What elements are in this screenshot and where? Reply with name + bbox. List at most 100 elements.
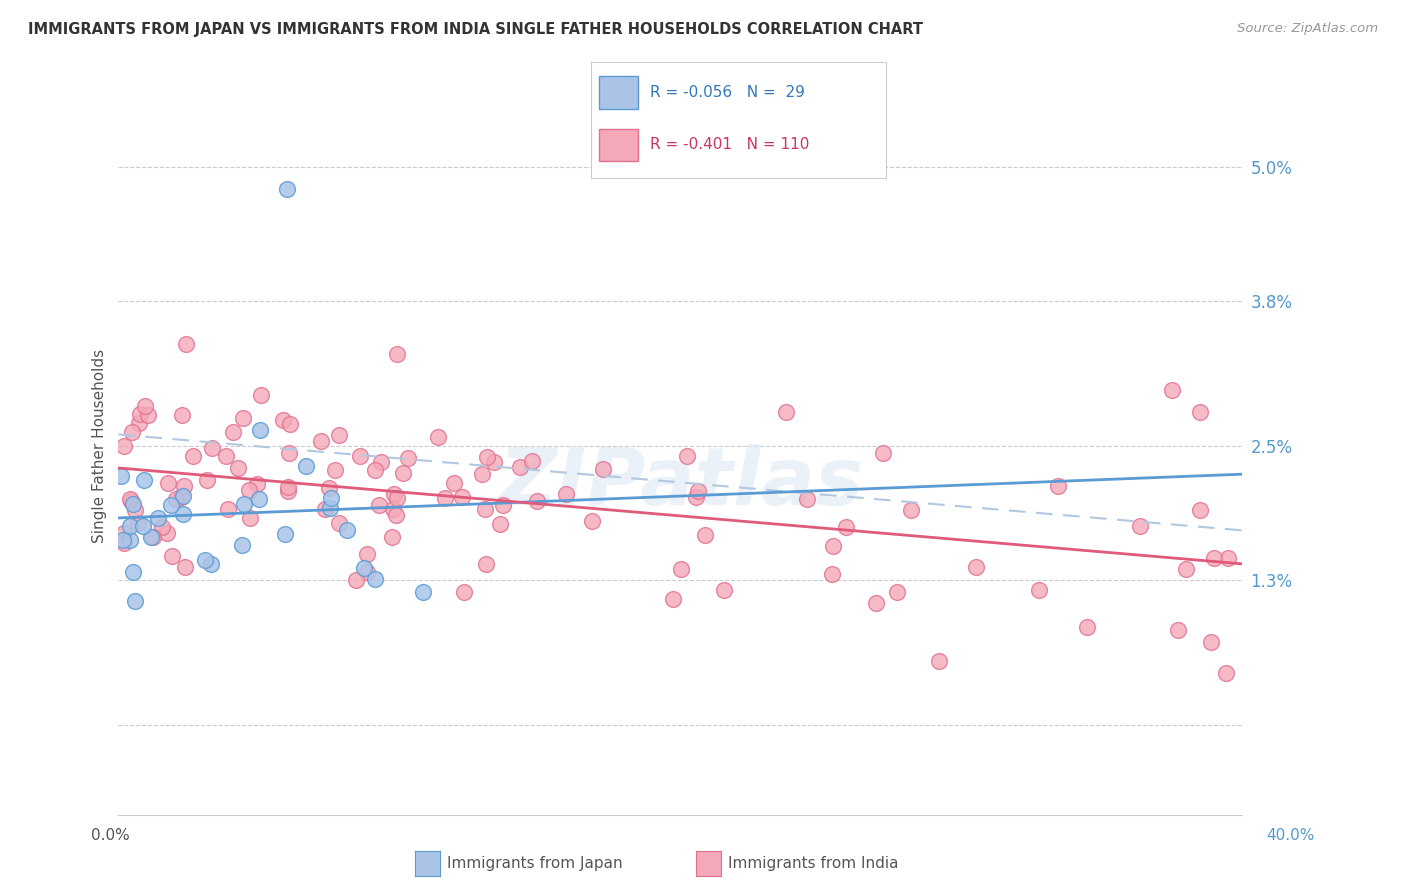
Bar (599, 77, 638, 109)
Point (965, 560, 987, 574)
Point (120, 519, 142, 533)
Point (110, 469, 132, 483)
Point (277, 479, 299, 493)
Text: ZIPatlas: ZIPatlas (498, 444, 863, 522)
Point (112, 536, 135, 550)
Point (120, 493, 142, 508)
Point (127, 516, 149, 531)
Point (1129, 519, 1152, 533)
Point (392, 466, 415, 480)
Point (141, 530, 163, 544)
Point (231, 538, 253, 552)
Point (132, 473, 155, 487)
Point (713, 582, 735, 597)
Point (1028, 583, 1050, 598)
Point (823, 539, 845, 553)
Point (796, 492, 818, 507)
Point (215, 449, 238, 463)
Point (671, 562, 693, 576)
Point (150, 520, 173, 534)
Point (509, 459, 531, 474)
Point (1216, 550, 1239, 565)
Text: R = -0.401   N = 110: R = -0.401 N = 110 (650, 136, 808, 152)
Point (173, 559, 195, 574)
Point (226, 460, 249, 475)
Point (592, 462, 614, 476)
Point (131, 519, 153, 533)
Point (232, 410, 254, 425)
Point (381, 501, 404, 516)
Point (489, 517, 512, 532)
Text: R = -0.056   N =  29: R = -0.056 N = 29 (650, 85, 804, 100)
Point (311, 434, 333, 449)
Point (194, 553, 217, 567)
Point (232, 497, 254, 511)
Point (121, 425, 143, 439)
Point (162, 549, 184, 563)
Point (661, 591, 683, 606)
Point (695, 528, 717, 542)
Point (156, 525, 179, 540)
Point (581, 515, 603, 529)
Point (1202, 550, 1225, 565)
Point (328, 516, 350, 530)
Point (886, 585, 908, 599)
Point (349, 449, 371, 463)
Point (370, 455, 392, 469)
Point (522, 454, 544, 468)
Point (526, 494, 548, 508)
Point (385, 347, 408, 361)
Point (865, 596, 887, 610)
Point (249, 423, 271, 437)
Point (492, 498, 515, 512)
Point (412, 584, 434, 599)
Text: Immigrants from India: Immigrants from India (728, 856, 898, 871)
Point (319, 491, 342, 505)
Point (222, 425, 245, 440)
Point (217, 502, 239, 516)
Point (276, 182, 298, 196)
Point (172, 489, 194, 503)
Point (118, 491, 141, 506)
Point (775, 405, 797, 419)
Point (156, 476, 179, 491)
Point (1160, 383, 1182, 397)
Point (249, 388, 271, 402)
Point (246, 476, 269, 491)
Point (353, 560, 375, 574)
Point (686, 483, 709, 498)
Point (121, 566, 143, 580)
Point (474, 501, 496, 516)
Point (385, 491, 408, 505)
Point (173, 478, 195, 492)
Point (368, 498, 391, 512)
Point (676, 449, 699, 463)
Point (821, 566, 844, 581)
Bar (599, 128, 638, 161)
Point (1215, 666, 1237, 681)
Y-axis label: Single Father Households: Single Father Households (93, 349, 107, 543)
Point (1189, 503, 1212, 517)
Point (247, 491, 270, 506)
Point (555, 487, 578, 501)
Point (136, 408, 159, 422)
Point (314, 502, 336, 516)
Point (134, 399, 156, 413)
Point (323, 463, 346, 477)
Point (900, 502, 922, 516)
Point (112, 526, 135, 541)
Text: Immigrants from Japan: Immigrants from Japan (447, 856, 623, 871)
Point (120, 533, 142, 547)
Point (1167, 623, 1189, 637)
Point (128, 417, 150, 431)
Point (835, 520, 858, 534)
Point (872, 445, 894, 459)
Point (381, 530, 404, 544)
Point (470, 467, 492, 482)
Point (181, 449, 204, 463)
Point (1047, 479, 1070, 493)
Point (1076, 620, 1098, 634)
Point (426, 430, 449, 444)
Point (170, 490, 193, 504)
Point (159, 499, 181, 513)
